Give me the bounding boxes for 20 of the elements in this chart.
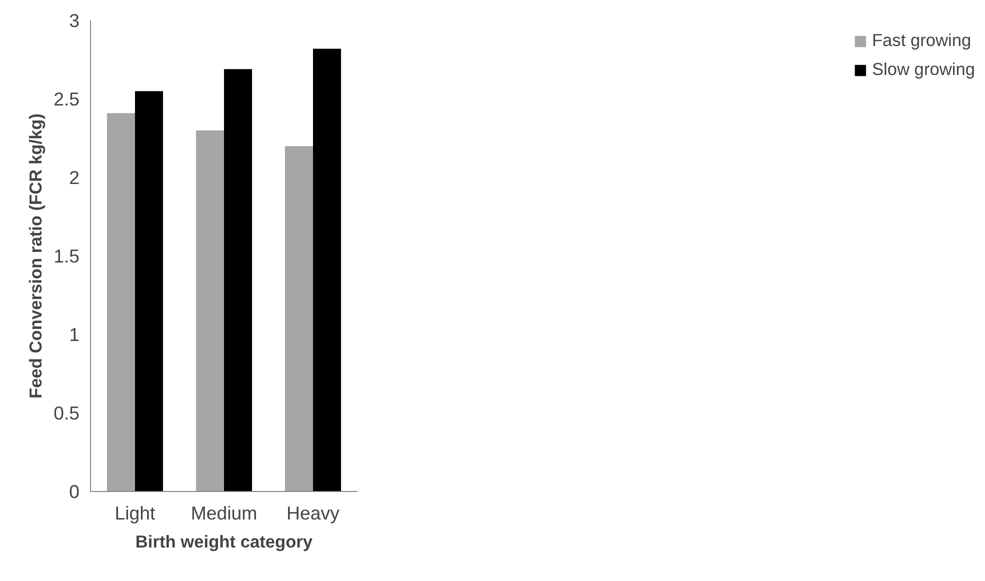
y-tick-label: 1 (69, 324, 80, 345)
y-axis-title: Feed Conversion ratio (FCR kg/kg) (26, 114, 46, 398)
x-axis-title: Birth weight category (135, 532, 313, 552)
bar (313, 48, 342, 492)
bar (106, 113, 135, 492)
legend-label: Slow growing (872, 59, 975, 80)
bar (135, 91, 164, 492)
y-tick-label: 0.5 (54, 402, 80, 424)
bar (224, 69, 252, 492)
x-tick-label: Light (114, 502, 156, 524)
y-tick-label: 0 (69, 481, 80, 502)
bar (196, 130, 224, 492)
x-tick-label: Medium (190, 502, 258, 524)
y-tick-label: 3 (69, 10, 80, 31)
y-tick-label: 2 (69, 167, 80, 188)
x-tick-label: Heavy (286, 502, 340, 524)
legend-label: Fast growing (872, 30, 972, 51)
bar (284, 146, 313, 492)
y-tick-label: 2.5 (54, 88, 80, 110)
y-tick-label: 1.5 (54, 246, 80, 266)
